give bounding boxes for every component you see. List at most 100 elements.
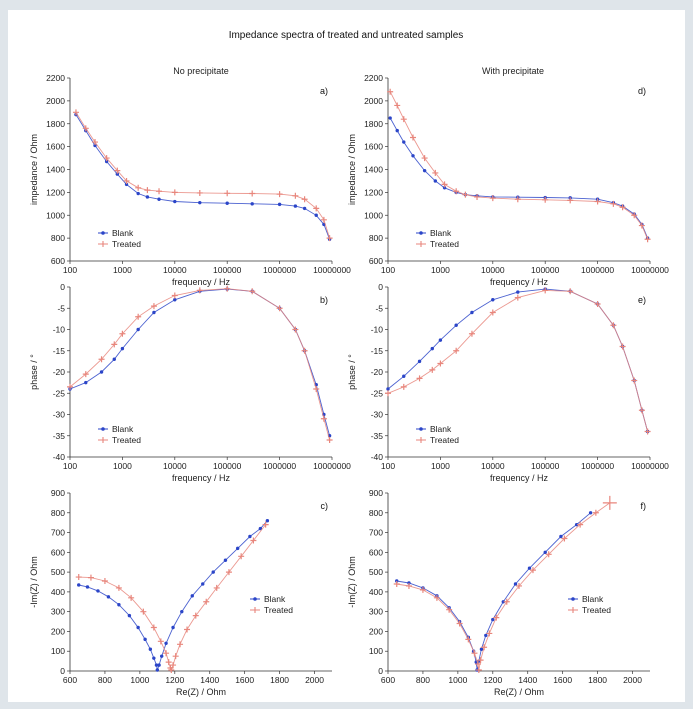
- data-point: [400, 116, 407, 123]
- data-point: [196, 287, 203, 294]
- legend-marker: [419, 231, 423, 235]
- x-axis-label: frequency / Hz: [490, 473, 549, 483]
- data-point: [442, 186, 447, 190]
- data-point: [154, 663, 159, 667]
- legend-label: Blank: [112, 424, 134, 434]
- data-point: [610, 322, 617, 329]
- data-point: [224, 285, 231, 292]
- data-point: [619, 204, 626, 211]
- y-tick-label: -30: [371, 410, 384, 420]
- x-tick-label: 1800: [270, 675, 289, 685]
- y-tick-label: 300: [51, 607, 65, 617]
- data-point: [567, 288, 574, 295]
- data-point: [468, 330, 475, 337]
- legend-marker: [101, 427, 105, 431]
- data-point: [453, 347, 460, 354]
- y-tick-label: -5: [57, 303, 65, 313]
- y-tick-label: 500: [51, 567, 65, 577]
- data-point: [385, 390, 391, 397]
- legend-label: Treated: [112, 435, 141, 445]
- data-point: [157, 638, 164, 645]
- data-point: [198, 200, 202, 205]
- data-point: [115, 584, 122, 591]
- panel-e: -40 -35 -30 -25 -20 -15 -10 -5 0 100 1000 10000 1000…: [347, 282, 669, 483]
- data-point: [171, 189, 178, 196]
- data-point: [421, 155, 428, 162]
- data-point: [577, 521, 584, 528]
- data-point: [393, 580, 400, 587]
- data-point: [489, 195, 496, 202]
- y-tick-label: 1200: [46, 187, 65, 197]
- data-point: [164, 641, 168, 646]
- data-point: [225, 569, 232, 576]
- panel-f: 0 100 200 300 400 500 600 700 800 900 600 800 1000 12…: [347, 488, 650, 697]
- data-point: [120, 346, 125, 351]
- data-point: [248, 534, 252, 539]
- data-point: [87, 574, 94, 581]
- data-point: [462, 191, 469, 198]
- y-tick-label: 600: [51, 256, 65, 266]
- y-tick-label: 700: [369, 528, 383, 538]
- x-tick-label: 1000000: [581, 265, 614, 275]
- y-tick-label: -40: [53, 452, 66, 462]
- x-tick-label: 1200: [165, 675, 184, 685]
- data-point: [82, 125, 89, 132]
- data-point: [124, 182, 129, 187]
- column-title-left: No precipitate: [173, 66, 229, 76]
- legend-label: Blank: [430, 228, 452, 238]
- data-point: [98, 356, 105, 363]
- x-tick-label: 100000: [213, 265, 242, 275]
- series-line: [75, 112, 331, 239]
- y-tick-label: 400: [51, 587, 65, 597]
- x-tick-label: 2000: [305, 675, 324, 685]
- data-point: [433, 594, 440, 601]
- data-point: [111, 341, 118, 348]
- x-tick-label: 1600: [235, 675, 254, 685]
- data-point: [402, 140, 406, 144]
- legend-entry-blank: Blank: [416, 228, 452, 238]
- series-treated: [67, 285, 333, 443]
- data-point: [127, 613, 132, 618]
- data-point: [561, 535, 568, 542]
- x-tick-label: 10000000: [631, 461, 669, 471]
- data-point: [430, 346, 434, 351]
- legend-marker: [571, 597, 575, 601]
- panel-label: a): [320, 86, 328, 96]
- x-tick-label: 600: [381, 675, 395, 685]
- y-axis-label: impedance / Ohm: [347, 134, 357, 205]
- legend-entry-treated: Treated: [250, 605, 293, 615]
- data-point: [292, 192, 299, 199]
- data-point: [514, 196, 521, 203]
- panel-d: 600 800 1000 1200 1400 1600 1800 2000 2200 100 100…: [347, 73, 669, 287]
- y-tick-label: 1600: [364, 142, 383, 152]
- data-point: [117, 603, 121, 607]
- y-tick-label: 800: [369, 508, 383, 518]
- data-point: [545, 551, 552, 558]
- y-tick-label: 0: [60, 282, 65, 292]
- y-tick-label: 1600: [46, 142, 65, 152]
- x-tick-label: 1000: [431, 265, 450, 275]
- data-point: [326, 437, 333, 443]
- x-tick-label: 100000: [531, 461, 560, 471]
- data-point: [486, 630, 493, 637]
- data-point: [574, 522, 579, 527]
- data-point: [104, 159, 109, 164]
- legend-marker: [419, 427, 423, 431]
- legend-entry-blank: Blank: [98, 228, 134, 238]
- x-tick-label: 1000: [448, 675, 467, 685]
- data-point: [588, 511, 593, 515]
- legend-marker: [101, 231, 105, 235]
- x-tick-label: 1000000: [263, 461, 296, 471]
- y-axis-label: impedance / Ohm: [29, 134, 39, 205]
- y-axis-label: phase / °: [29, 354, 39, 390]
- legend-label: Treated: [582, 605, 611, 615]
- data-point: [171, 292, 178, 299]
- y-tick-label: -15: [371, 346, 384, 356]
- legend-marker: [100, 241, 106, 247]
- y-tick-label: -10: [53, 325, 66, 335]
- x-tick-label: 100: [63, 265, 77, 275]
- y-tick-label: 0: [378, 666, 383, 676]
- y-tick-label: 1000: [364, 210, 383, 220]
- data-point: [136, 327, 140, 332]
